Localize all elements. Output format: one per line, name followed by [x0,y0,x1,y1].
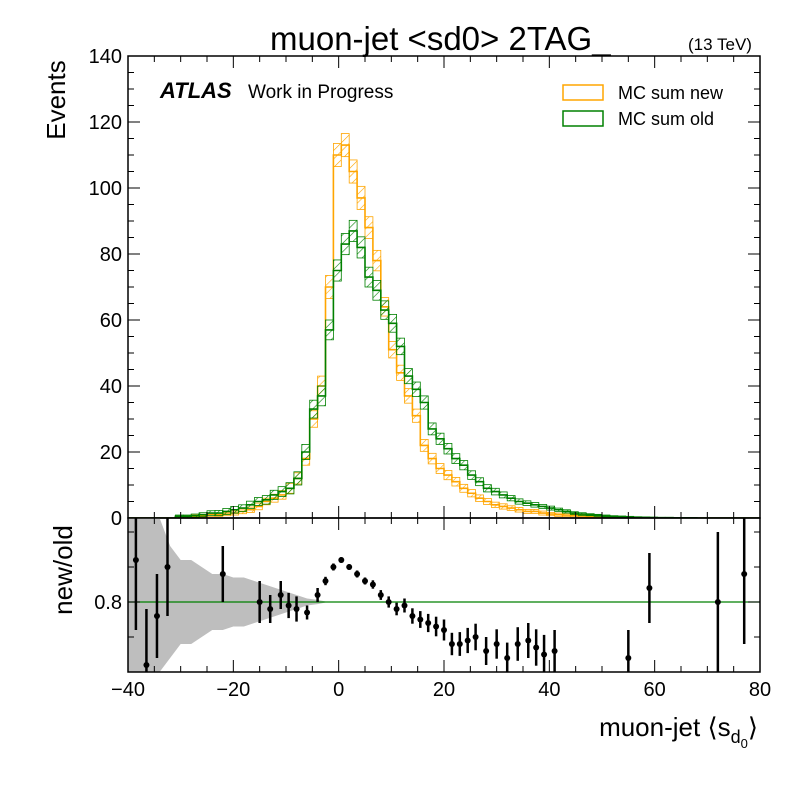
x-tick-label: 60 [644,679,666,701]
ratio-point [143,662,150,668]
ratio-point [417,616,424,623]
ratio-point [493,641,500,647]
ratio-point [741,571,748,577]
main-y-tick-label: 100 [89,178,122,200]
ratio-y-axis-title: new/old [48,525,78,615]
ratio-point [219,571,226,577]
ratio-point [330,564,337,570]
ratio-point [441,627,447,633]
main-y-tick-label: 20 [100,442,122,464]
ratio-point [346,564,353,570]
ratio-point [377,592,384,598]
legend-label-new: MC sum new [618,83,724,103]
ratio-point [525,637,532,644]
histograms [128,133,760,518]
histogram-old [128,230,760,518]
ratio-panel: −40 −20 0 20 40 60 80 0.8 [94,517,771,701]
atlas-label: ATLAS [159,78,232,103]
ratio-point [464,637,471,644]
legend: MC sum new MC sum old [562,83,724,129]
ratio-point [483,648,490,654]
legend-swatch-new [562,84,604,101]
x-tick-label: −40 [111,679,145,701]
ratio-point [285,602,292,609]
ratio-point [338,557,345,563]
ratio-uncertainty-band [128,518,760,672]
ratio-point [393,606,400,612]
ratio-point [362,578,368,584]
main-y-tick-label: 140 [89,46,122,68]
main-y-tick-label: 80 [100,244,122,266]
ratio-point [164,564,171,570]
ratio-point [472,634,479,640]
ratio-point [551,648,558,654]
x-tick-label: 80 [749,679,771,701]
legend-swatch-old [562,110,604,127]
ratio-point [514,641,521,647]
ratio-point [541,651,548,658]
ratio-point [293,606,300,612]
legend-label-old: MC sum old [618,109,714,129]
x-tick-label: −20 [216,679,250,701]
ratio-point [425,620,432,626]
ratio-point [456,641,463,647]
x-axis-title: muon-jet ⟨sd0⟩ [599,712,758,751]
ratio-point [385,599,392,605]
histogram-new [128,144,760,518]
ratio-point [314,592,321,598]
ratio-point [646,585,653,591]
ratio-point [714,599,721,605]
ratio-point [256,599,263,605]
ratio-point [448,641,455,647]
main-panel: 0 20 40 60 80 100 120 140 [89,46,761,530]
ratio-point [267,606,274,612]
main-y-tick-label: 120 [89,112,122,134]
ratio-point [369,581,376,588]
ratio-point [504,655,511,661]
ratio-point [625,655,632,661]
ratio-point [322,578,329,584]
x-tick-label: 0 [333,679,344,701]
main-y-axis-title: Events [41,60,71,140]
ratio-point [304,609,311,616]
ratio-point [277,592,284,598]
energy-label: (13 TeV) [688,35,752,54]
x-tick-label: 40 [538,679,560,701]
ratio-point [533,644,540,651]
ratio-point [132,557,139,563]
main-y-tick-label: 40 [100,376,122,398]
chart-title: muon-jet <sd0> 2TAG_ [270,20,611,57]
main-y-tick-label: 60 [100,310,122,332]
ratio-y-tick-label: 0.8 [94,592,122,614]
ratio-point [409,613,416,619]
ratio-point [401,602,408,609]
ratio-point [354,571,361,577]
ratio-content [128,518,760,672]
main-y-tick-label: 0 [111,508,122,530]
ratio-point [433,623,440,630]
x-tick-label: 20 [433,679,455,701]
atlas-sublabel: Work in Progress [248,82,393,103]
ratio-point [153,613,160,619]
